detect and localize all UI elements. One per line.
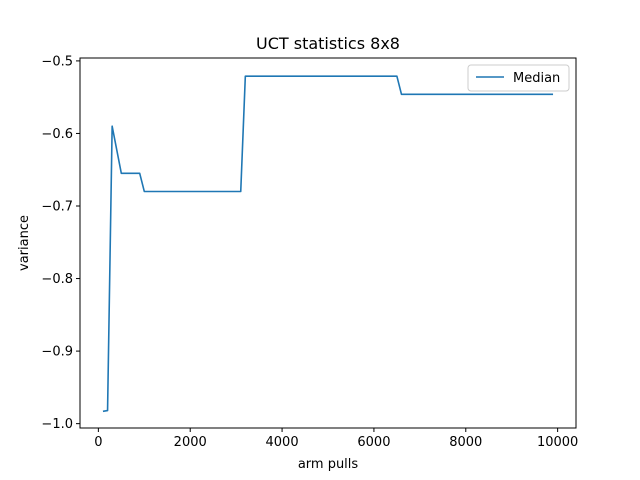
- x-tick-label: 4000: [266, 435, 299, 450]
- axes-frame: [79, 57, 577, 429]
- x-tick-label: 2000: [174, 435, 207, 450]
- y-tick-label: −0.9: [41, 345, 73, 360]
- x-tick-label: 10000: [537, 435, 578, 450]
- y-tick-label: −0.5: [41, 54, 73, 69]
- chart-title: UCT statistics 8x8: [256, 34, 400, 53]
- legend-box: [467, 64, 570, 92]
- legend: Median: [467, 64, 570, 92]
- series-line-median: [102, 75, 554, 413]
- y-tick-label: −1.0: [41, 417, 73, 432]
- x-tick-label: 0: [94, 435, 102, 450]
- x-tick-label: 8000: [449, 435, 482, 450]
- legend-label-median: Median: [513, 71, 560, 86]
- y-tick-label: −0.6: [41, 127, 73, 142]
- y-tick-label: −0.8: [41, 272, 73, 287]
- y-tick-label: −0.7: [41, 200, 73, 215]
- y-axis: −1.0 −0.9 −0.8 −0.7 −0.6 −0.5: [41, 54, 80, 432]
- x-axis: 0 2000 4000 6000 8000 10000: [94, 428, 578, 450]
- x-tick-label: 6000: [357, 435, 390, 450]
- y-axis-label: variance: [17, 215, 32, 271]
- x-axis-label: arm pulls: [298, 457, 359, 472]
- plot-area: [102, 75, 554, 413]
